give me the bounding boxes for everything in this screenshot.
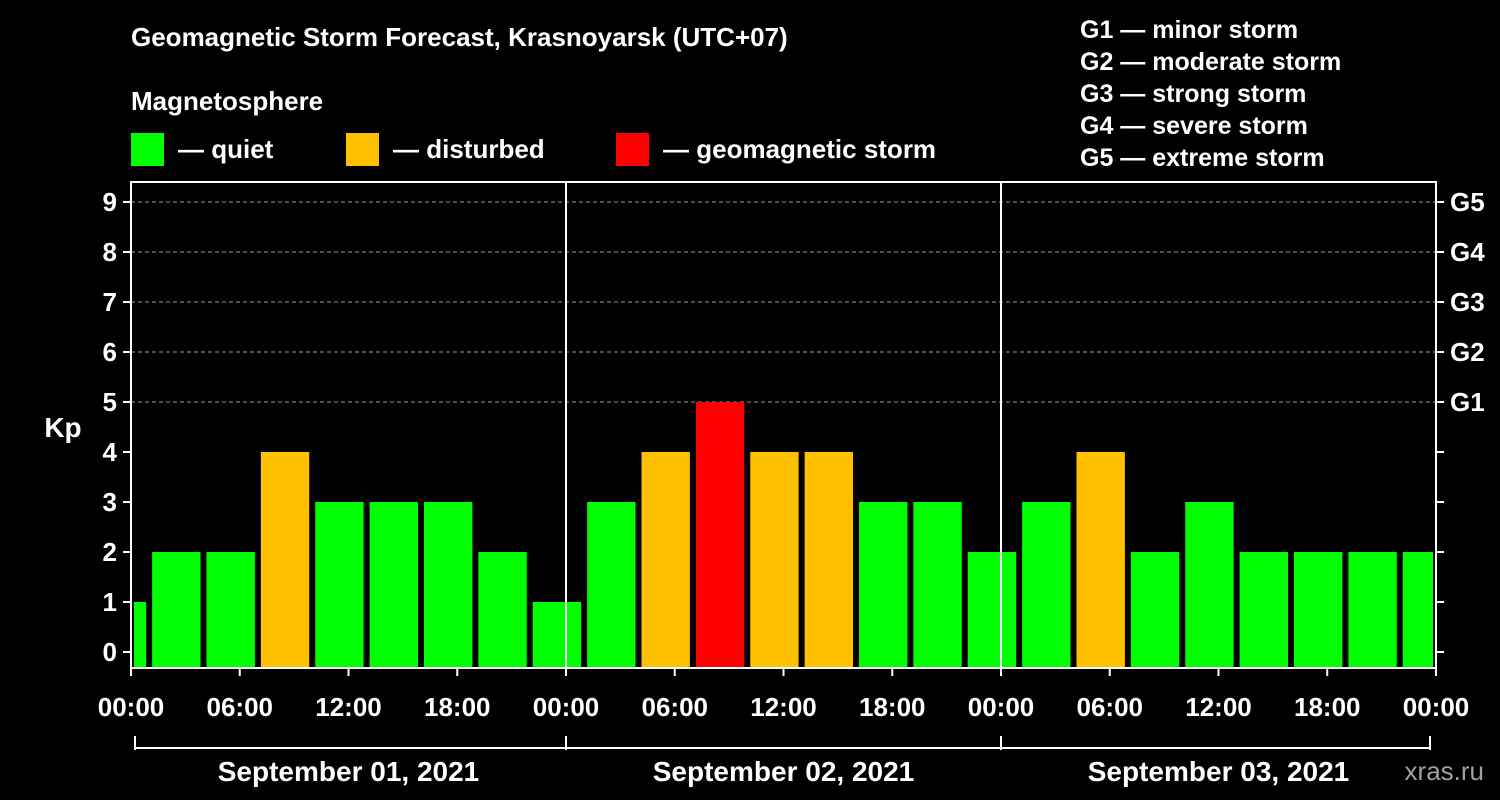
legend-label-disturbed: — disturbed [393,134,545,164]
kp-bar [750,452,799,668]
chart-title: Geomagnetic Storm Forecast, Krasnoyarsk … [131,22,788,52]
x-tick-label: 00:00 [533,692,600,722]
day-label: September 01, 2021 [218,756,480,787]
kp-bar [424,502,473,668]
x-tick-label: 00:00 [1403,692,1470,722]
x-tick-label: 12:00 [315,692,382,722]
g-tick-label: G3 [1450,287,1485,317]
kp-bar [913,502,962,668]
kp-bar [1348,552,1397,668]
chart-subtitle: Magnetosphere [131,86,324,116]
x-tick-label: 00:00 [98,692,165,722]
kp-bar [967,552,1017,668]
g-scale-item: G2 — moderate storm [1080,48,1342,76]
y-axis-label: Kp [44,412,81,443]
kp-bar [1185,502,1234,668]
kp-bar [315,502,364,668]
kp-bar [587,502,636,668]
x-tick-label: 00:00 [968,692,1035,722]
x-tick-label: 18:00 [1294,692,1361,722]
kp-bar [1022,502,1071,668]
y-tick-label: 1 [103,587,117,617]
y-tick-label: 7 [103,287,117,317]
y-tick-label: 5 [103,387,117,417]
x-tick-label: 06:00 [207,692,274,722]
day-label: September 03, 2021 [1088,756,1350,787]
x-tick-label: 18:00 [424,692,491,722]
g-scale-item: G4 — severe storm [1080,112,1308,140]
kp-bar [695,402,745,668]
g-scale-item: G1 — minor storm [1080,16,1299,44]
kp-bar [478,552,527,668]
kp-bar [1294,552,1343,668]
x-tick-label: 06:00 [642,692,709,722]
legend-swatch-disturbed [346,133,379,166]
g-scale-list: G1 — minor storm G2 — moderate storm G3 … [1080,14,1341,174]
kp-bar [859,502,908,668]
kp-bar [134,602,147,668]
legend-label-quiet: — quiet [178,134,274,164]
kp-bar [152,552,201,668]
x-tick-label: 18:00 [859,692,926,722]
g-scale-item: G5 — extreme storm [1080,144,1325,172]
x-tick-label: 12:00 [750,692,817,722]
kp-bar [369,502,418,668]
legend-label-storm: — geomagnetic storm [663,134,937,164]
g-tick-label: G1 [1450,387,1485,417]
y-tick-label: 2 [103,537,117,567]
y-tick-label: 6 [103,337,117,367]
watermark: xras.ru [1404,756,1484,786]
y-tick-label: 8 [103,237,117,267]
kp-bar [532,602,582,668]
kp-bar [804,452,853,668]
kp-bar [641,452,690,668]
kp-bar [1130,552,1180,668]
g-tick-label: G4 [1450,237,1485,267]
legend-swatch-quiet [131,133,164,166]
kp-bar [260,452,310,668]
x-tick-label: 06:00 [1077,692,1144,722]
g-tick-label: G5 [1450,187,1485,217]
legend-swatch-storm [616,133,649,166]
kp-bar [1239,552,1288,668]
g-tick-label: G2 [1450,337,1485,367]
y-tick-label: 3 [103,487,117,517]
y-tick-label: 0 [103,637,117,667]
kp-bar [1076,452,1125,668]
y-tick-label: 4 [103,437,118,467]
kp-bar [1402,552,1433,668]
day-label: September 02, 2021 [653,756,915,787]
x-tick-label: 12:00 [1185,692,1252,722]
g-scale-item: G3 — strong storm [1080,80,1307,108]
y-tick-label: 9 [103,187,117,217]
kp-bar [206,552,255,668]
